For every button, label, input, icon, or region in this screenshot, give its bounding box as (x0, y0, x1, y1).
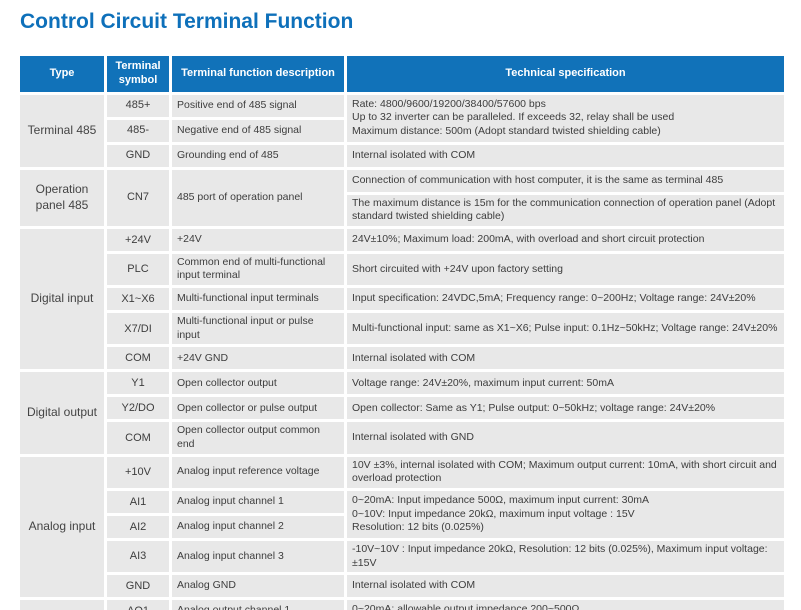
function-description-cell: Negative end of 485 signal (172, 119, 344, 142)
table-row: Analog input +10V Analog input reference v… (20, 456, 784, 598)
technical-spec-cell: Voltage range: 24V±20%, maximum input cu… (347, 372, 784, 395)
column-header-1: Terminal symbol (107, 56, 169, 92)
table-header-row: Type Terminal symbol Terminal function des… (20, 56, 784, 92)
table-row: AI1 Analog input channel 1 0~20mA: Input i… (20, 490, 784, 538)
function-description-cell: Common end of multi-functional input ter… (172, 253, 344, 286)
terminal-symbol-cell: AO1 (107, 600, 169, 610)
function-description-cell: Multi-functional input or pulse input (172, 313, 344, 345)
function-description-cell: Analog input reference voltage (172, 456, 344, 488)
table-row: Operation panel 485 CN7 485 port of operat… (20, 169, 784, 226)
function-description-cell: 485 port of operation panel (172, 169, 344, 226)
function-description-cell: Multi-functional input terminals (172, 288, 344, 311)
type-cell: Digital input (20, 228, 104, 370)
column-header-0: Type (20, 56, 104, 92)
technical-spec-cell: Internal isolated with GND (347, 422, 784, 454)
technical-spec-cell: 0~20mA: Input impedance 500Ω, maximum in… (347, 490, 784, 538)
type-cell: Analog input (20, 456, 104, 598)
terminal-symbol-cell: COM (107, 347, 169, 370)
terminal-symbol-cell: Y2/DO (107, 397, 169, 420)
table-row: AI2 Analog input channel 2 (20, 515, 784, 538)
page-title: Control Circuit Terminal Function (20, 10, 354, 33)
table-row: AI3 Analog input channel 3 -10V~10V : Inpu… (20, 540, 784, 573)
technical-spec-cell: Multi-functional input: same as X1~X6; P… (347, 313, 784, 345)
table-body: Terminal 485 485+ Positive end of 485 sign… (20, 94, 784, 610)
technical-spec-cell: Rate: 4800/9600/19200/38400/57600 bps Up… (347, 94, 784, 142)
table-row: GND Grounding end of 485 Internal isolated… (20, 144, 784, 167)
table-row: COM +24V GND Internal isolated with COM (20, 347, 784, 370)
terminal-symbol-cell: COM (107, 422, 169, 454)
table-row: X7/DI Multi-functional input or pulse inp… (20, 313, 784, 345)
function-description-cell: Open collector or pulse output (172, 397, 344, 420)
table-row: Digital input +24V +24V 24V±10%; Maximum lo… (20, 228, 784, 370)
column-header-3: Technical specification (347, 56, 784, 92)
technical-spec-cell: 24V±10%; Maximum load: 200mA, with overl… (347, 228, 784, 251)
terminal-symbol-cell: 485- (107, 119, 169, 142)
table-row: Analog outputAO1Analog output channel 10… (20, 600, 784, 610)
function-description-cell: Open collector output (172, 372, 344, 395)
table-row: The maximum distance is 15m for the comm… (20, 194, 784, 226)
technical-spec-cell: The maximum distance is 15m for the comm… (347, 194, 784, 226)
technical-spec-cell: Connection of communication with host co… (347, 169, 784, 192)
terminal-symbol-cell: +24V (107, 228, 169, 251)
table-row: Digital output Y1 Open collector output Vol… (20, 372, 784, 454)
technical-spec-cell: Internal isolated with COM (347, 347, 784, 370)
function-description-cell: Positive end of 485 signal (172, 94, 344, 117)
terminal-symbol-cell: Y1 (107, 372, 169, 395)
type-cell: Analog output (20, 600, 104, 610)
terminal-symbol-cell: +10V (107, 456, 169, 488)
function-description-cell: +24V GND (172, 347, 344, 370)
technical-spec-cell: Internal isolated with COM (347, 144, 784, 167)
technical-spec-cell: 0~20mA: allowable output impedance 200~5… (347, 600, 784, 610)
function-description-cell: Analog GND (172, 575, 344, 598)
table-row: Y2/DO Open collector or pulse output Open … (20, 397, 784, 420)
table-row: Terminal 485 485+ Positive end of 485 sign… (20, 94, 784, 167)
type-cell: Terminal 485 (20, 94, 104, 167)
terminal-symbol-cell: GND (107, 144, 169, 167)
technical-spec-cell: Short circuited with +24V upon factory s… (347, 253, 784, 286)
terminal-symbol-cell: CN7 (107, 169, 169, 226)
terminal-symbol-cell: AI2 (107, 515, 169, 538)
table-row: PLC Common end of multi-functional input … (20, 253, 784, 286)
type-cell: Operation panel 485 (20, 169, 104, 226)
function-description-cell: +24V (172, 228, 344, 251)
technical-spec-cell: 10V ±3%, internal isolated with COM; Max… (347, 456, 784, 488)
function-description-cell: Analog input channel 3 (172, 540, 344, 573)
function-description-cell: Analog input channel 1 (172, 490, 344, 513)
terminal-symbol-cell: X7/DI (107, 313, 169, 345)
terminal-symbol-cell: X1~X6 (107, 288, 169, 311)
table-row: X1~X6 Multi-functional input terminals Inp… (20, 288, 784, 311)
table-row: 485- Negative end of 485 signal (20, 119, 784, 142)
function-description-cell: Analog output channel 1 (172, 600, 344, 610)
terminal-symbol-cell: PLC (107, 253, 169, 286)
technical-spec-cell: Open collector: Same as Y1; Pulse output… (347, 397, 784, 420)
type-cell: Digital output (20, 372, 104, 454)
terminal-symbol-cell: AI1 (107, 490, 169, 513)
terminal-function-table: Type Terminal symbol Terminal function des… (17, 53, 787, 610)
technical-spec-cell: Internal isolated with COM (347, 575, 784, 598)
technical-spec-cell: -10V~10V : Input impedance 20kΩ, Resolut… (347, 540, 784, 573)
function-description-cell: Grounding end of 485 (172, 144, 344, 167)
technical-spec-cell: Input specification: 24VDC,5mA; Frequenc… (347, 288, 784, 311)
terminal-symbol-cell: AI3 (107, 540, 169, 573)
table-row: GND Analog GND Internal isolated with COM (20, 575, 784, 598)
terminal-symbol-cell: 485+ (107, 94, 169, 117)
function-description-cell: Open collector output common end (172, 422, 344, 454)
function-description-cell: Analog input channel 2 (172, 515, 344, 538)
column-header-2: Terminal function description (172, 56, 344, 92)
table-row: COM Open collector output common end Inter… (20, 422, 784, 454)
terminal-symbol-cell: GND (107, 575, 169, 598)
